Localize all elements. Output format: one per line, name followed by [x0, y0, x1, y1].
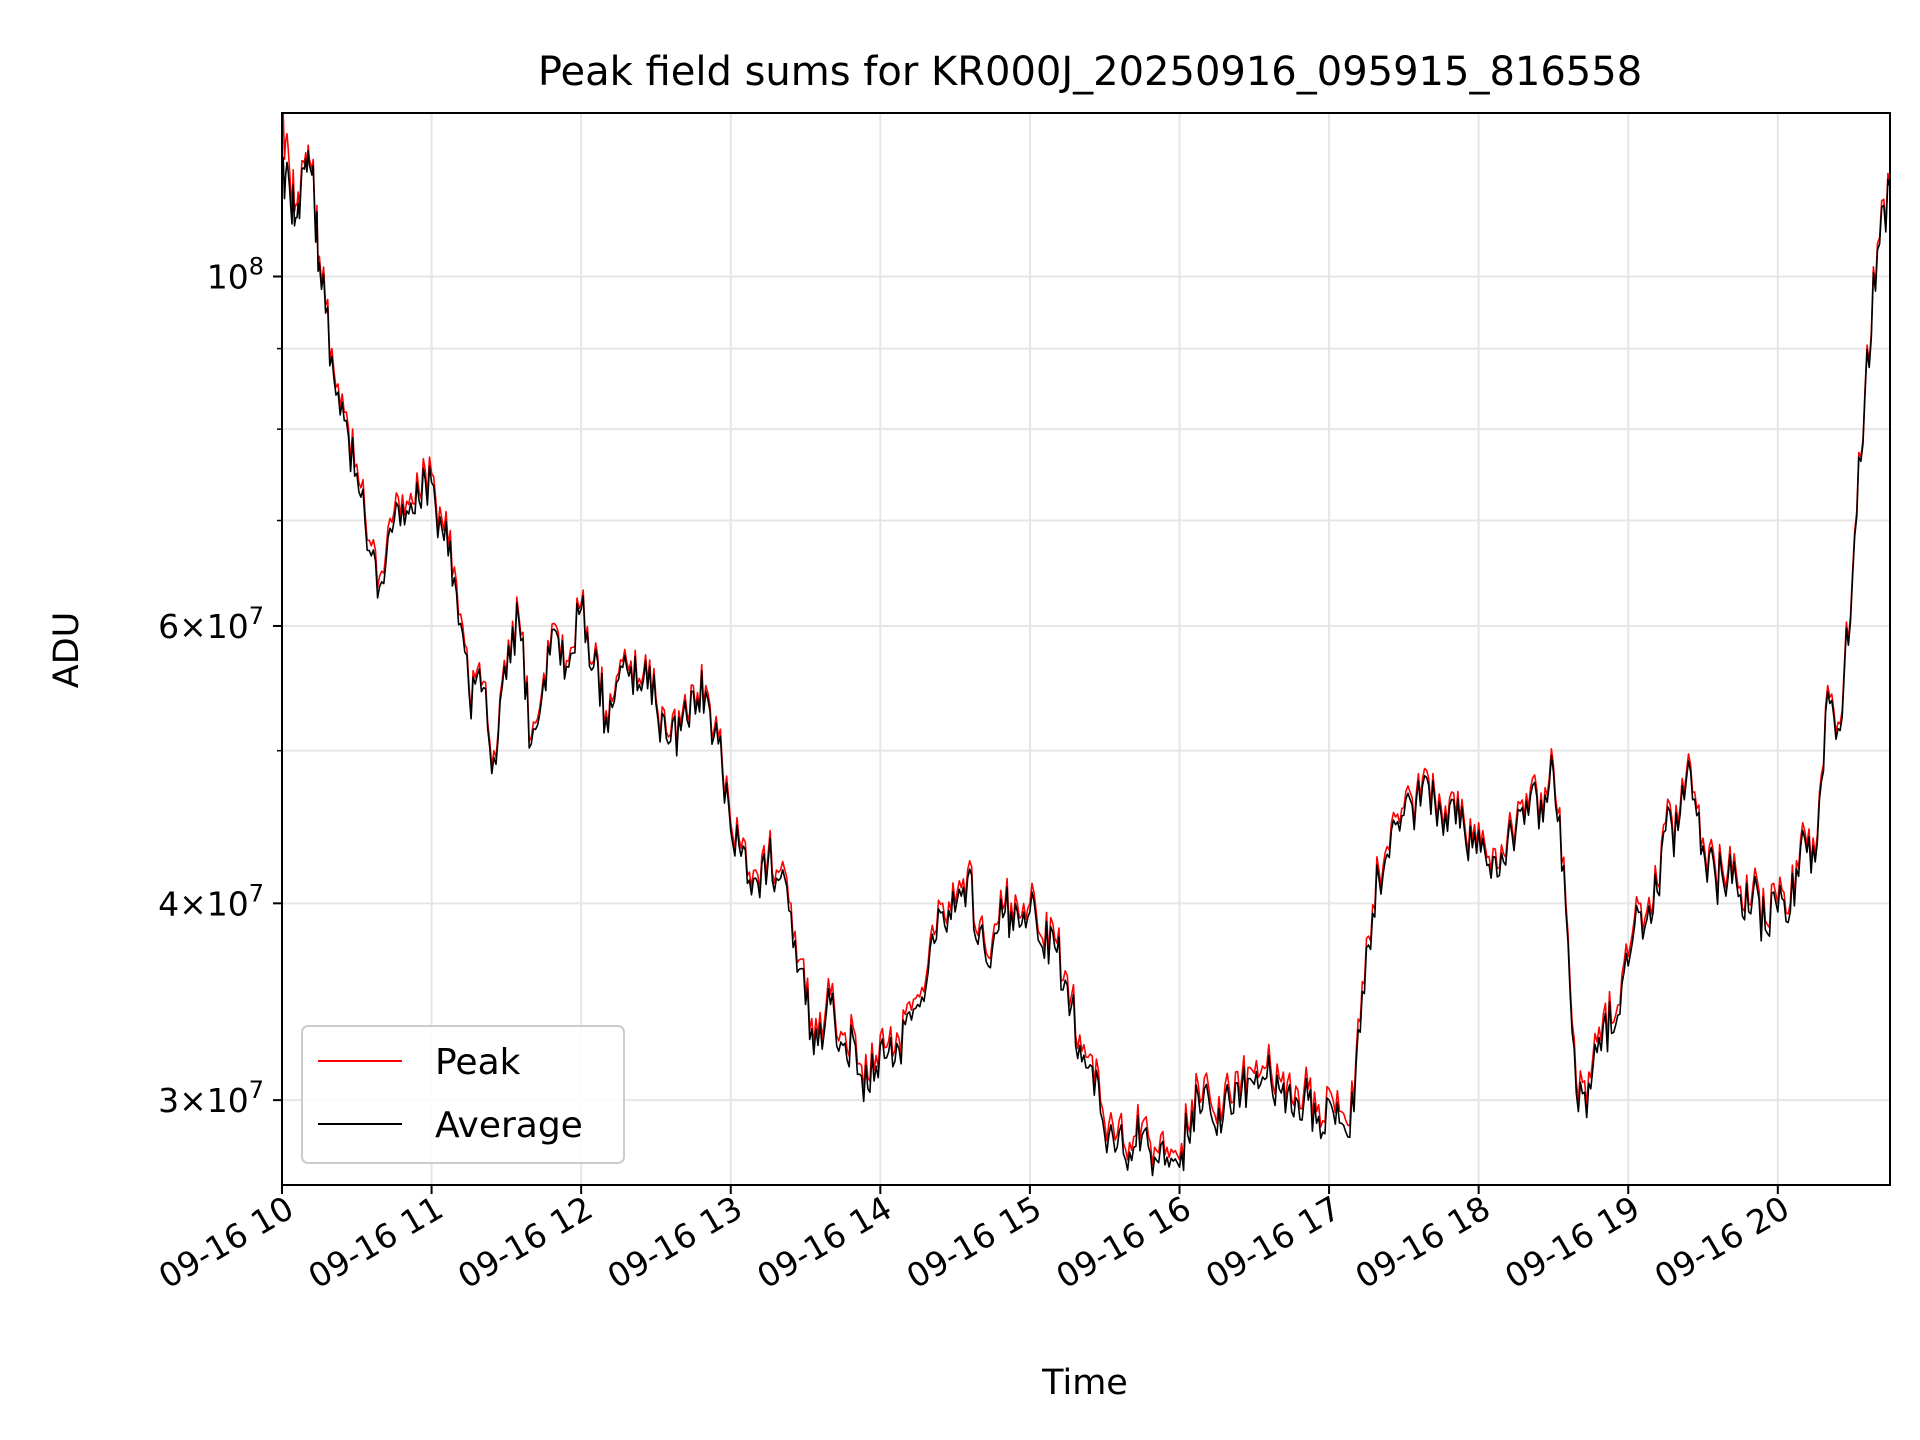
x-tick-label: 09-16 14: [750, 1188, 898, 1296]
legend-label-average: Average: [435, 1105, 583, 1146]
y-axis-ticks: 3×107 4×107 6×107 108: [158, 253, 282, 1120]
x-tick-label: 09-16 19: [1498, 1188, 1646, 1296]
x-axis-ticks: 09-16 10 09-16 11 09-16 12 09-16 13 09-16 14…: [152, 1185, 1796, 1296]
x-tick-label: 09-16 18: [1349, 1188, 1497, 1296]
x-tick-label: 09-16 10: [152, 1188, 300, 1296]
x-axis-label: Time: [1041, 1363, 1128, 1403]
y-tick-label: 4×107: [158, 879, 264, 923]
x-tick-label: 09-16 17: [1199, 1188, 1347, 1296]
y-tick-label: 3×107: [158, 1076, 264, 1120]
x-tick-label: 09-16 11: [302, 1188, 450, 1296]
y-axis-label: ADU: [47, 612, 87, 689]
plot-lines: [281, 112, 1891, 1177]
x-tick-label: 09-16 16: [1049, 1188, 1197, 1296]
chart-title: Peak field sums for KR000J_20250916_0959…: [538, 49, 1642, 95]
x-tick-label: 09-16 15: [900, 1188, 1048, 1296]
legend-label-peak: Peak: [435, 1042, 521, 1083]
legend: Peak Average: [301, 1025, 625, 1164]
x-tick-label: 09-16 20: [1648, 1188, 1796, 1296]
series-line-average: [281, 150, 1891, 1177]
x-tick-label: 09-16 12: [451, 1188, 599, 1296]
x-tick-label: 09-16 13: [601, 1188, 749, 1296]
y-tick-label: 6×107: [158, 602, 264, 646]
y-tick-label: 108: [207, 253, 264, 297]
plot-frame: [281, 112, 1891, 1186]
